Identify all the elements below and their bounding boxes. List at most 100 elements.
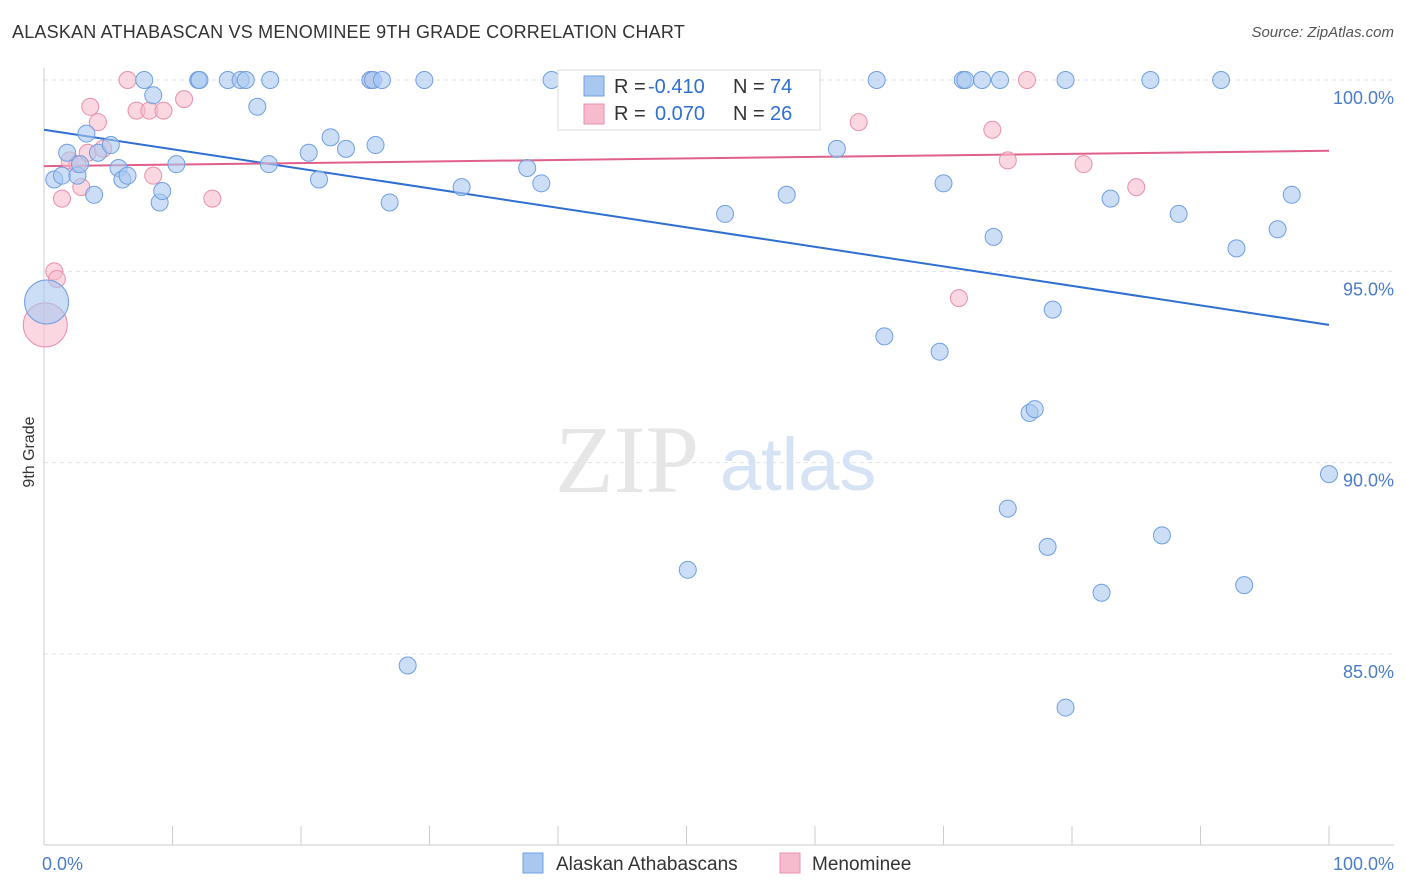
point-athabascan (135, 71, 154, 89)
point-athabascan (321, 128, 340, 147)
point-menominee (118, 71, 137, 89)
point-athabascan (827, 139, 846, 158)
point-athabascan (380, 193, 399, 212)
point-athabascan (70, 155, 89, 174)
y-tick-label: 90.0% (1343, 471, 1394, 491)
series-legend-swatch-blue (522, 852, 544, 874)
point-athabascan (678, 560, 697, 579)
point-athabascan (153, 181, 172, 200)
point-athabascan (1038, 537, 1057, 556)
legend-n-value-pink: 26 (770, 103, 792, 125)
point-athabascan (716, 204, 735, 223)
point-athabascan (85, 185, 104, 204)
point-menominee (949, 289, 968, 308)
point-menominee (849, 113, 868, 132)
point-athabascan (309, 170, 328, 189)
point-menominee (998, 151, 1017, 170)
chart-title: ALASKAN ATHABASCAN VS MENOMINEE 9TH GRAD… (12, 22, 685, 42)
y-tick-label: 95.0% (1343, 279, 1394, 299)
legend-swatch-pink (583, 103, 605, 125)
point-menominee (203, 189, 222, 208)
point-athabascan (1141, 71, 1160, 89)
legend-r-label-blue: R = (614, 76, 646, 98)
x-tick-label: 0.0% (42, 854, 83, 874)
y-tick-label: 85.0% (1343, 662, 1394, 682)
point-athabascan (336, 139, 355, 158)
point-menominee (81, 97, 100, 116)
point-athabascan (101, 136, 120, 155)
point-athabascan (259, 155, 278, 174)
legend-r-value-blue: -0.410 (648, 76, 705, 98)
point-menominee (1018, 71, 1037, 89)
point-athabascan (52, 166, 71, 185)
point-athabascan (77, 124, 96, 143)
point-athabascan (1056, 71, 1075, 89)
point-athabascan (777, 185, 796, 204)
y-tick-labels: 100.0% 95.0% 90.0% 85.0% (1333, 88, 1394, 682)
point-athabascan (118, 166, 137, 185)
point-athabascan (248, 97, 267, 116)
point-athabascan (299, 143, 318, 162)
x-tick-label: 100.0% (1333, 854, 1394, 874)
point-athabascan (167, 155, 186, 174)
chart-source: Source: ZipAtlas.com (1251, 24, 1394, 41)
point-athabascan (415, 71, 434, 89)
point-menominee (983, 120, 1002, 139)
point-athabascan (956, 71, 975, 89)
point-athabascan (1025, 400, 1044, 419)
point-athabascan (1101, 189, 1120, 208)
point-athabascan (1320, 465, 1338, 484)
stats-legend: R = -0.410 N = 74 R = 0.070 N = 26 (557, 69, 821, 131)
point-athabascan (372, 71, 391, 89)
point-menominee (154, 101, 173, 120)
y-tick-label: 100.0% (1333, 88, 1394, 108)
points (22, 71, 1338, 717)
point-athabascan (452, 178, 471, 197)
point-athabascan (24, 279, 70, 325)
point-athabascan (190, 71, 209, 89)
watermark: ZIP atlas (555, 406, 876, 513)
point-athabascan (1092, 583, 1111, 602)
point-athabascan (532, 174, 551, 193)
legend-n-value-blue: 74 (770, 76, 792, 98)
series-legend-swatch-pink (779, 852, 801, 874)
point-athabascan (58, 143, 77, 162)
point-athabascan (1235, 576, 1254, 595)
point-athabascan (1268, 220, 1287, 239)
point-athabascan (998, 499, 1017, 518)
trend-lines (43, 128, 1330, 326)
point-menominee (1074, 155, 1093, 174)
legend-r-label-pink: R = (614, 103, 646, 125)
point-athabascan (984, 227, 1003, 246)
point-menominee (52, 189, 71, 208)
legend-n-label-blue: N = (733, 76, 765, 98)
legend-n-label-pink: N = (733, 103, 765, 125)
trend-line-athabascan (43, 128, 1330, 326)
point-athabascan (1227, 239, 1246, 258)
point-menominee (1127, 178, 1146, 197)
point-athabascan (934, 174, 953, 193)
watermark-atlas: atlas (720, 423, 876, 506)
point-athabascan (867, 71, 886, 89)
axes (43, 68, 1394, 846)
series-legend-label-blue: Alaskan Athabascans (556, 854, 738, 875)
legend-swatch-blue (583, 75, 605, 97)
point-athabascan (261, 71, 280, 89)
point-athabascan (398, 656, 417, 675)
point-athabascan (1056, 698, 1075, 717)
point-athabascan (930, 342, 949, 361)
watermark-zip: ZIP (555, 406, 699, 513)
series-legend: Alaskan Athabascans Menominee (522, 852, 911, 875)
point-athabascan (1043, 300, 1062, 319)
point-athabascan (518, 159, 537, 178)
point-athabascan (991, 71, 1010, 89)
series-legend-label-pink: Menominee (812, 854, 911, 875)
legend-r-value-pink: 0.070 (655, 103, 705, 125)
trend-line-menominee (43, 149, 1330, 168)
point-athabascan (1212, 71, 1231, 89)
point-athabascan (973, 71, 992, 89)
point-athabascan (144, 86, 163, 105)
point-menominee (175, 90, 194, 109)
point-athabascan (1169, 204, 1188, 223)
